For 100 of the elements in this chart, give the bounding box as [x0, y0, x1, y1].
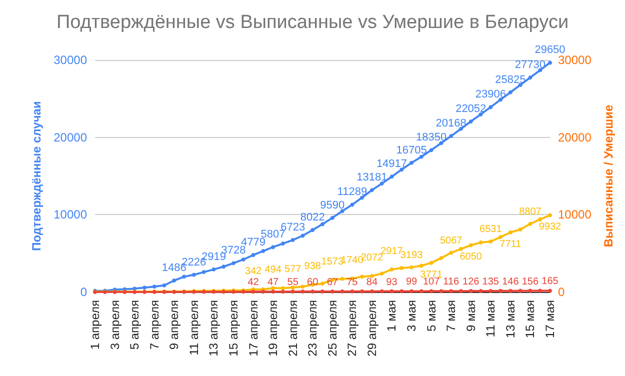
- point: [449, 134, 454, 138]
- point: [370, 289, 374, 294]
- point: [429, 260, 434, 265]
- point: [271, 290, 276, 294]
- point: [508, 90, 512, 94]
- point: [172, 278, 176, 283]
- data-label: 577: [284, 264, 302, 276]
- point: [488, 105, 493, 110]
- data-label: 6050: [460, 252, 482, 263]
- point: [380, 289, 384, 294]
- data-label: 8807: [519, 206, 542, 218]
- point: [192, 272, 196, 277]
- point: [498, 235, 503, 240]
- point: [162, 283, 166, 288]
- point: [280, 242, 285, 246]
- data-label: 165: [542, 276, 559, 288]
- point: [439, 141, 444, 146]
- point: [330, 289, 334, 294]
- point: [419, 154, 424, 159]
- point: [231, 261, 236, 266]
- x-tick-label: 5 апреля: [128, 300, 142, 350]
- point: [400, 168, 404, 172]
- x-tick-label: 1 апреля: [88, 300, 102, 350]
- x-tick-label: 21 апреля: [286, 300, 300, 356]
- point: [222, 264, 226, 269]
- point: [390, 267, 394, 272]
- point: [439, 289, 444, 294]
- x-tick-label: 13 апреля: [206, 300, 221, 356]
- x-tick-label: 3 мая: [404, 300, 419, 332]
- point: [340, 276, 344, 281]
- data-label: 25825: [495, 74, 526, 86]
- x-tick-label: 17 апреля: [246, 300, 260, 356]
- y-tick-label: 20000: [54, 130, 88, 144]
- data-label: 99: [406, 276, 418, 288]
- point: [518, 288, 522, 293]
- data-label: 107: [422, 276, 440, 288]
- x-tick-label: 15 апреля: [226, 300, 240, 356]
- point: [290, 290, 295, 294]
- x-tick-label: 15 мая: [523, 300, 538, 338]
- data-label: 23906: [475, 88, 506, 101]
- x-tick-label: 19 апреля: [266, 300, 280, 356]
- x-tick-label: 1 мая: [384, 300, 399, 332]
- x-tick-label: 9 апреля: [167, 300, 182, 350]
- data-label: 9932: [538, 222, 562, 233]
- data-label: 494: [264, 264, 282, 276]
- point: [468, 289, 473, 294]
- point: [212, 267, 216, 272]
- point: [340, 209, 344, 214]
- point: [360, 196, 364, 200]
- x-tick-label: 7 апреля: [147, 300, 162, 350]
- data-label: 156: [522, 276, 539, 288]
- point: [370, 188, 374, 192]
- data-label: 6531: [480, 224, 502, 235]
- x-tick-label: 11 апреля: [186, 300, 201, 356]
- x-tick-label: 13 мая: [503, 300, 518, 338]
- data-label: 3193: [400, 250, 424, 261]
- point: [410, 289, 414, 294]
- data-label: 47: [267, 277, 280, 288]
- x-tick-label: 23 апреля: [306, 300, 320, 356]
- x-tick-label: 17 мая: [543, 300, 557, 338]
- point: [300, 284, 305, 289]
- data-label: 116: [443, 276, 460, 288]
- data-label: 84: [366, 276, 378, 288]
- point: [419, 289, 424, 294]
- point: [320, 222, 324, 226]
- point: [410, 160, 414, 165]
- data-label: 11289: [337, 186, 368, 198]
- x-tick-label: 29 апреля: [364, 300, 379, 356]
- data-label: 8022: [300, 211, 325, 224]
- point: [280, 290, 285, 294]
- point: [202, 270, 206, 274]
- point: [261, 249, 266, 254]
- point: [290, 238, 295, 242]
- point: [548, 288, 552, 293]
- x-tick-label: 25 апреля: [325, 300, 340, 356]
- data-label: 13181: [356, 172, 388, 184]
- data-label: 7711: [500, 238, 522, 250]
- point: [468, 243, 473, 248]
- y-tick-label: 0: [80, 285, 88, 299]
- point: [508, 288, 512, 293]
- point: [400, 289, 404, 294]
- point: [271, 245, 276, 250]
- point: [300, 290, 305, 294]
- point: [400, 266, 404, 270]
- x-tick-label: 3 апреля: [108, 300, 122, 350]
- point: [360, 274, 364, 279]
- y-tick-label: 30000: [54, 53, 88, 67]
- data-label: 42: [248, 277, 260, 288]
- point: [370, 274, 374, 278]
- point: [508, 230, 512, 234]
- data-label: 135: [482, 276, 500, 288]
- data-label: 20168: [436, 118, 466, 130]
- point: [468, 119, 473, 124]
- point: [310, 228, 315, 232]
- x-tick-label: 9 мая: [464, 300, 478, 332]
- point: [380, 182, 384, 186]
- point: [538, 288, 542, 293]
- point: [498, 288, 503, 293]
- point: [251, 253, 256, 258]
- point: [410, 265, 414, 270]
